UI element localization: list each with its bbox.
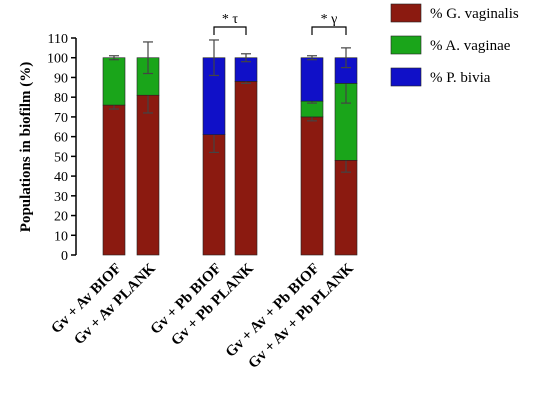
y-tick-label: 20 — [54, 210, 68, 225]
y-tick-label: 10 — [54, 229, 68, 244]
legend-label: % A. vaginae — [430, 38, 511, 54]
legend-label: % G. vaginalis — [430, 6, 519, 22]
bar-segment — [300, 57, 324, 102]
legend-swatch — [390, 3, 422, 23]
y-tick-label: 30 — [54, 190, 68, 205]
significance-annotations: * τ * γ — [213, 12, 347, 35]
bar-segment — [334, 160, 358, 256]
significance-bracket — [213, 26, 247, 35]
y-tick-label: 50 — [54, 150, 68, 165]
legend-label: % P. bivia — [430, 70, 491, 86]
bar-segment — [300, 116, 324, 256]
bar-segment — [102, 57, 126, 106]
y-tick-label: 70 — [54, 111, 68, 126]
y-tick-label: 100 — [47, 52, 68, 67]
bars — [102, 39, 358, 256]
legend-swatch — [390, 35, 422, 55]
y-axis-label: Populations in biofilm (%) — [18, 62, 34, 232]
y-tick-label: 60 — [54, 131, 68, 146]
y-tick-label: 40 — [54, 170, 68, 185]
y-tick-label: 80 — [54, 91, 68, 106]
significance-label: * γ — [321, 12, 338, 27]
y-tick-label: 110 — [48, 32, 68, 47]
legend: % G. vaginalis % A. vaginae % P. bivia — [390, 3, 519, 87]
bar-segment — [234, 81, 258, 256]
significance-label: * τ — [222, 12, 239, 27]
bar-segment — [102, 104, 126, 256]
bar-segment — [136, 94, 160, 256]
y-ticks: 0 10 20 30 40 50 60 70 80 90 100 110 — [47, 32, 76, 264]
legend-swatch — [390, 67, 422, 87]
y-tick-label: 0 — [61, 249, 68, 264]
significance-bracket — [311, 26, 347, 35]
y-tick-label: 90 — [54, 71, 68, 86]
y-axis: 0 10 20 30 40 50 60 70 80 90 100 110 — [47, 32, 77, 264]
